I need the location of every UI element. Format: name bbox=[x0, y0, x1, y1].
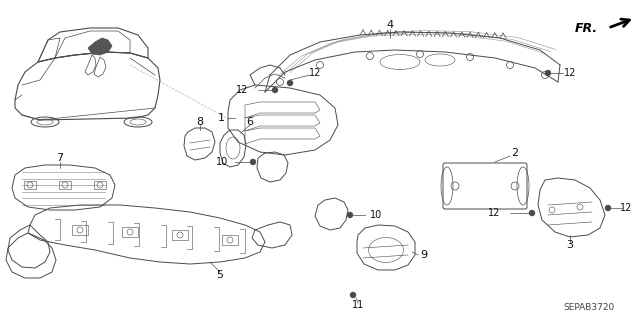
Text: 6: 6 bbox=[246, 117, 253, 127]
Circle shape bbox=[529, 210, 535, 216]
Bar bbox=[94, 181, 106, 189]
Bar bbox=[72, 225, 88, 235]
Text: 10: 10 bbox=[370, 210, 382, 220]
Bar bbox=[222, 235, 238, 245]
Polygon shape bbox=[88, 38, 112, 55]
Circle shape bbox=[347, 212, 353, 218]
Text: 1: 1 bbox=[218, 113, 225, 123]
Circle shape bbox=[272, 87, 278, 93]
Text: 10: 10 bbox=[216, 157, 228, 167]
Text: 9: 9 bbox=[420, 250, 427, 260]
Text: 12: 12 bbox=[488, 208, 500, 218]
Bar bbox=[172, 230, 188, 240]
Text: SEPAB3720: SEPAB3720 bbox=[564, 303, 615, 313]
Text: 12: 12 bbox=[236, 85, 248, 95]
Text: 8: 8 bbox=[196, 117, 204, 127]
Circle shape bbox=[250, 159, 256, 165]
Text: 5: 5 bbox=[216, 270, 223, 280]
Circle shape bbox=[350, 292, 356, 298]
Circle shape bbox=[287, 80, 293, 86]
Bar bbox=[24, 181, 36, 189]
Text: 3: 3 bbox=[566, 240, 573, 250]
Text: 11: 11 bbox=[352, 300, 364, 310]
Text: 12: 12 bbox=[564, 68, 576, 78]
Text: FR.: FR. bbox=[575, 21, 598, 34]
Text: 12: 12 bbox=[309, 68, 321, 78]
Bar bbox=[59, 181, 71, 189]
Text: 12: 12 bbox=[620, 203, 632, 213]
Text: 2: 2 bbox=[511, 148, 518, 158]
Circle shape bbox=[545, 70, 551, 76]
Bar bbox=[122, 227, 138, 237]
Circle shape bbox=[605, 205, 611, 211]
Text: 7: 7 bbox=[56, 153, 63, 163]
Text: 4: 4 bbox=[387, 20, 394, 30]
